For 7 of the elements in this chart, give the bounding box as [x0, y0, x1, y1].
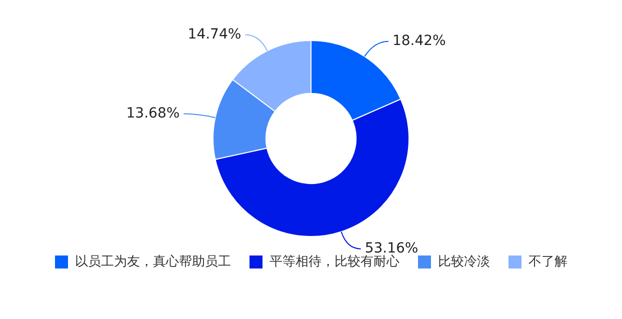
legend-label: 比较冷淡 [438, 254, 490, 270]
data-label: 14.74% [188, 26, 242, 42]
legend-label: 平等相待，比较有耐心 [270, 253, 400, 270]
data-label: 18.42% [392, 33, 446, 50]
legend-label: 以员工为友，真心帮助员工 [75, 253, 231, 270]
legend-label: 不了解 [528, 254, 568, 270]
data-label: 13.68% [126, 105, 180, 122]
